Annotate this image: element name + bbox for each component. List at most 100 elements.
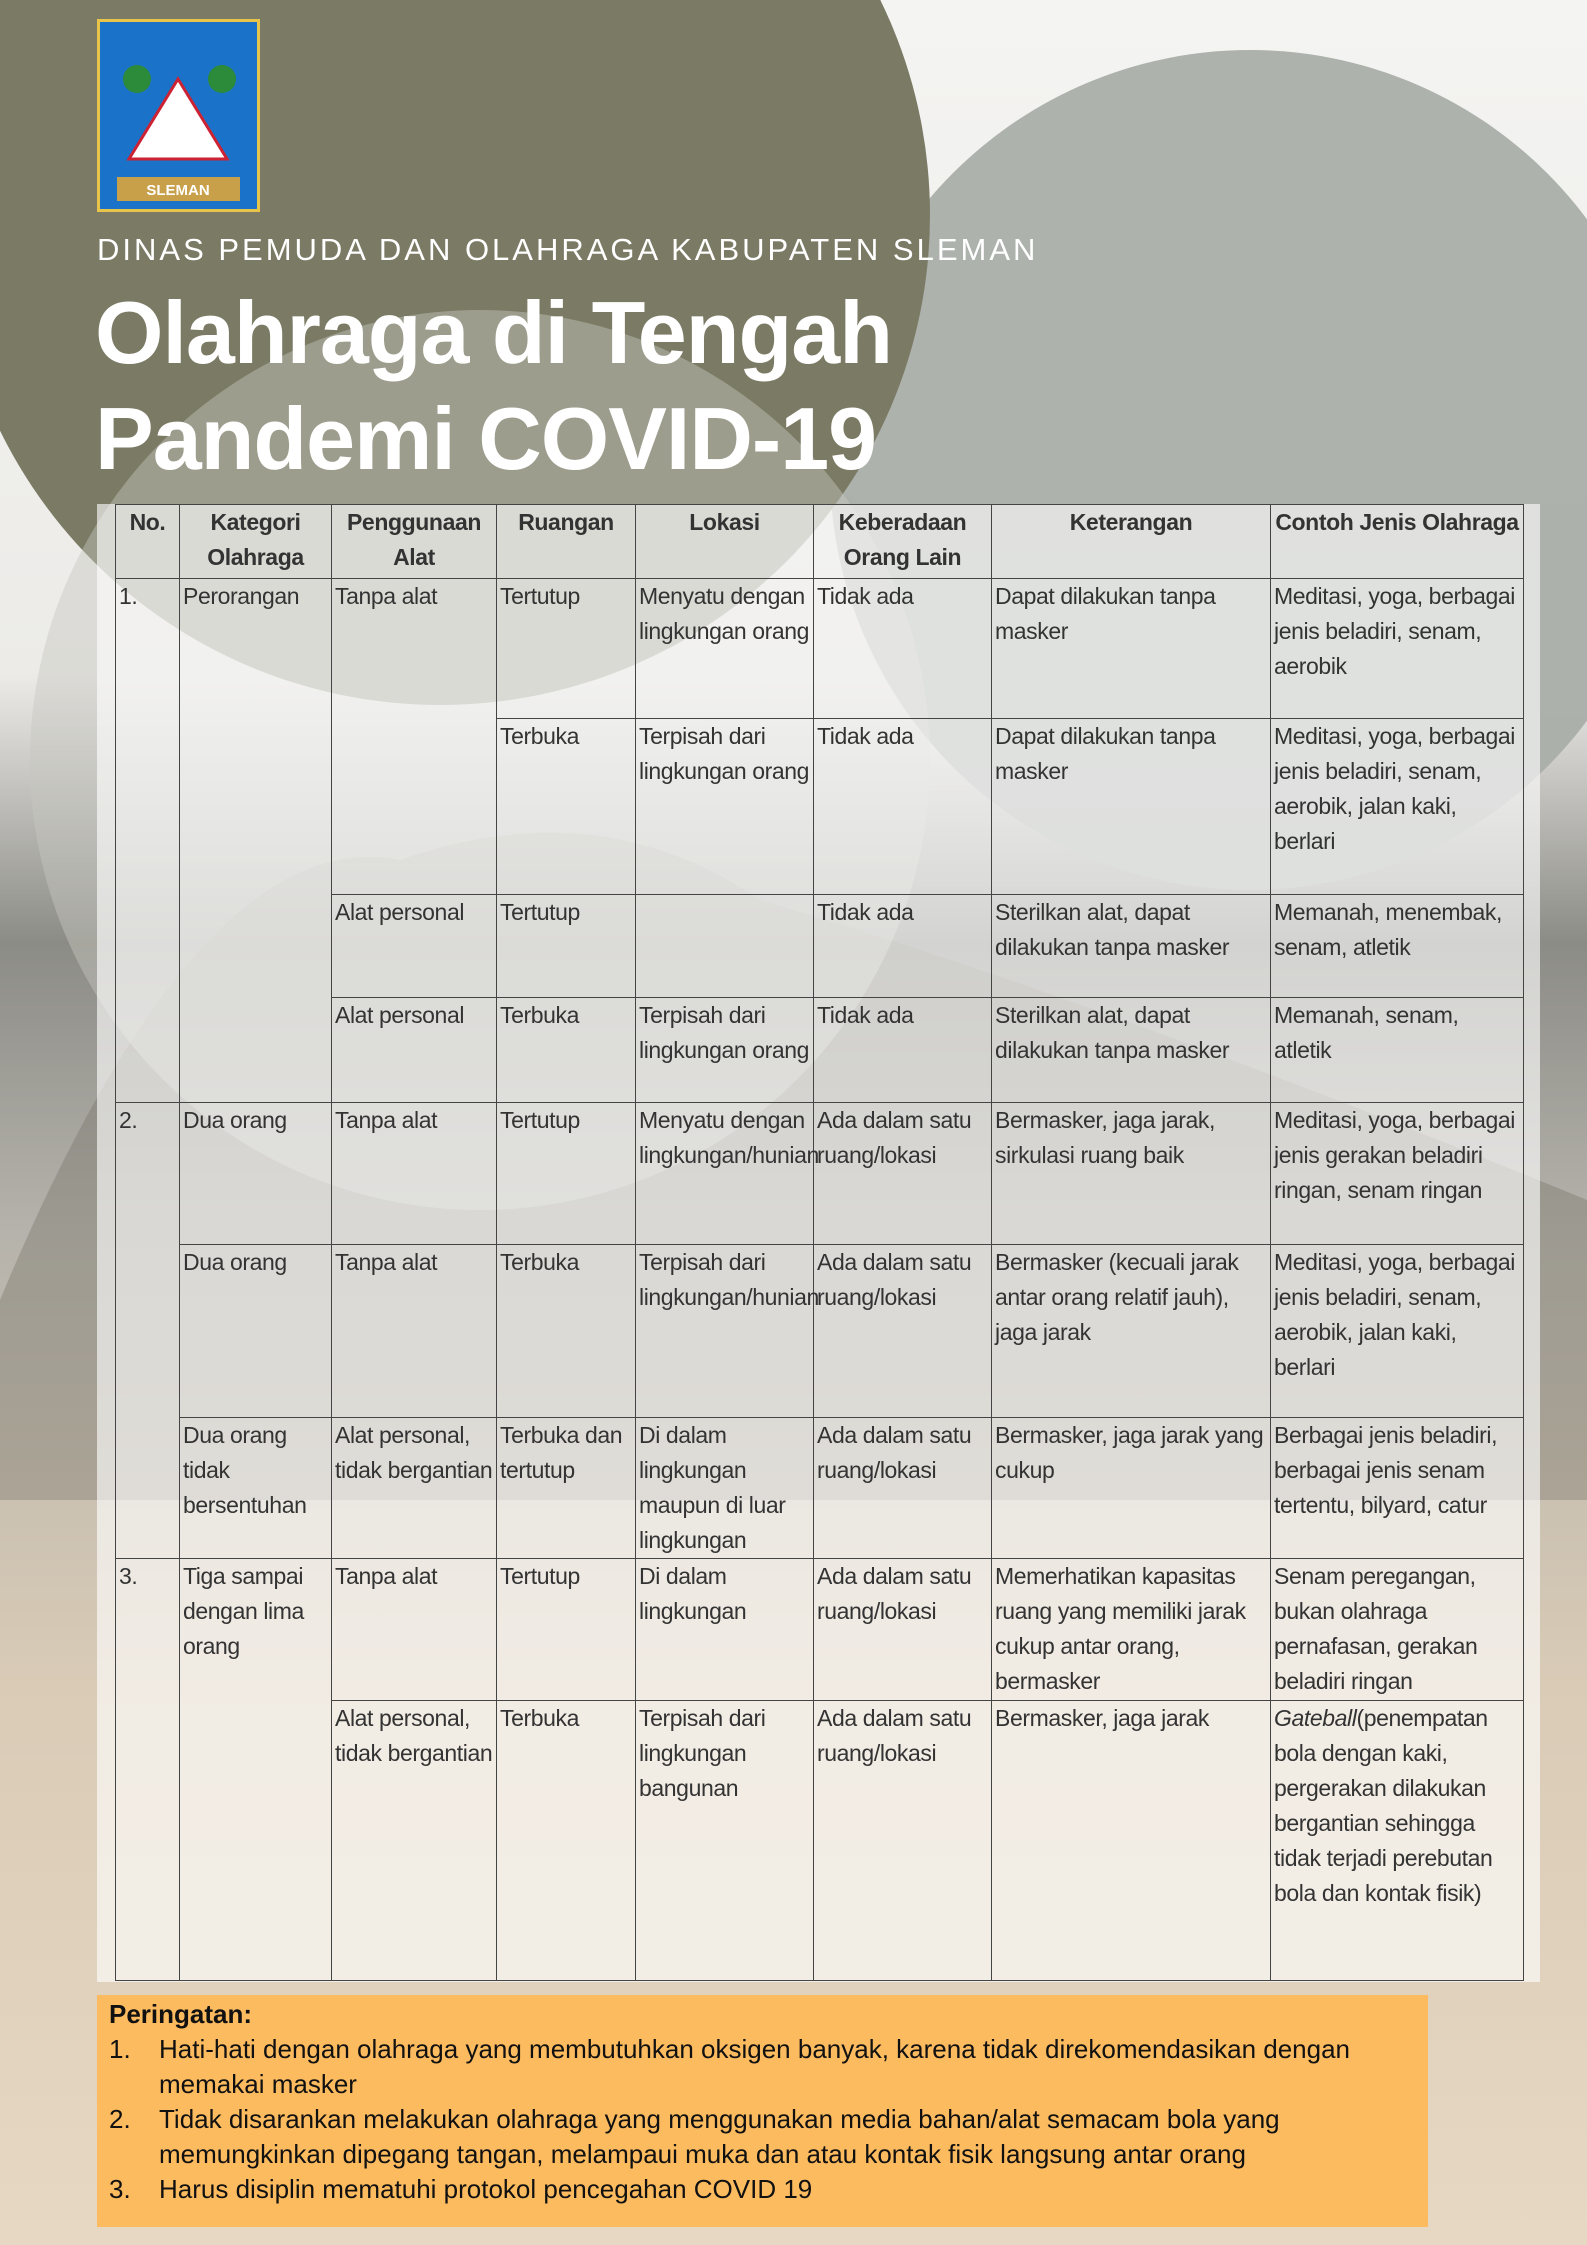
header-cell: Ruangan <box>496 504 636 579</box>
table-cell: Memerhatikan kapasitas ruang yang memili… <box>991 1558 1271 1701</box>
table-cell: Tertutup <box>496 1558 636 1701</box>
cell-emphasis: Gateball <box>1274 1705 1357 1731</box>
table-cell: Sterilkan alat, dapat dilakukan tanpa ma… <box>991 997 1271 1103</box>
table-cell: Dua orang tidak bersentuhan <box>179 1417 332 1559</box>
table-cell: Tidak ada <box>813 894 992 998</box>
logo-text: SLEMAN <box>146 182 209 199</box>
table-cell: Dua orang <box>179 1102 332 1245</box>
warning-text: Hati-hati dengan olahraga yang membutuhk… <box>159 2034 1351 2099</box>
table-cell: Tanpa alat <box>331 578 497 895</box>
table-cell: Meditasi, yoga, berbagai jenis beladiri,… <box>1270 578 1524 719</box>
table-cell: Menyatu dengan lingkungan orang <box>635 578 814 719</box>
logo-leaf <box>123 65 151 93</box>
warning-text: Tidak disarankan melakukan olahraga yang… <box>159 2104 1280 2169</box>
table-cell: Memanah, menembak, senam, atletik <box>1270 894 1524 998</box>
table-cell: Bermasker, jaga jarak, sirkulasi ruang b… <box>991 1102 1271 1245</box>
warning-number: 1. <box>109 2034 131 2064</box>
table-cell: Alat personal <box>331 894 497 998</box>
warning-item: 2. Tidak disarankan melakukan olahraga ya… <box>109 2102 1416 2172</box>
table-cell: Perorangan <box>179 578 332 1103</box>
table-cell: Dua orang <box>179 1244 332 1418</box>
table-cell: Ada dalam satu ruang/lokasi <box>813 1700 992 1981</box>
logo-ribbon <box>117 177 240 201</box>
table-cell: Tidak ada <box>813 578 992 719</box>
header-cell: Penggunaan Alat <box>331 504 497 579</box>
table-cell: Dapat dilakukan tanpa masker <box>991 718 1271 895</box>
table-body: 1. Perorangan Tanpa alat Tertutup Menyatu de… <box>115 578 1524 1981</box>
table-cell: Tanpa alat <box>331 1102 497 1245</box>
table-row: Alat personal Tertutup Tidak ada Sterilkan … <box>116 894 1524 998</box>
warning-number: 3. <box>109 2174 131 2204</box>
table-cell: Alat personal, tidak bergantian <box>331 1417 497 1559</box>
table-cell: Meditasi, yoga, berbagai jenis gerakan b… <box>1270 1102 1524 1245</box>
table-cell: Tertutup <box>496 578 636 719</box>
table-row: 2. Dua orang Tanpa alat Tertutup Menyatu den… <box>115 1102 1524 1559</box>
table-cell: Ada dalam satu ruang/lokasi <box>813 1244 992 1418</box>
header-row: No. Kategori Olahraga Penggunaan Alat Ruang… <box>115 504 1524 579</box>
header-cell: Contoh Jenis Olahraga <box>1270 504 1524 579</box>
warning-number: 2. <box>109 2104 131 2134</box>
table-cell: Terbuka dan tertutup <box>496 1417 636 1559</box>
table-cell: Tidak ada <box>813 718 992 895</box>
table-cell: Tanpa alat <box>331 1558 497 1701</box>
table-cell: Ada dalam satu ruang/lokasi <box>813 1102 992 1245</box>
table-cell: Terpisah dari lingkungan/hunian <box>635 1244 819 1418</box>
table-cell: Meditasi, yoga, berbagai jenis beladiri,… <box>1270 718 1524 895</box>
table-cell: Tertutup <box>496 1102 636 1245</box>
table-cell: Terbuka <box>496 1244 636 1418</box>
logo: SLEMAN <box>97 19 260 212</box>
table-cell: Menyatu dengan lingkungan/hunian <box>635 1102 819 1245</box>
table-cell: Terbuka <box>496 718 636 895</box>
table-cell: Gateball(penempatan bola dengan kaki, pe… <box>1270 1700 1524 1981</box>
warning-item: 3. Harus disiplin mematuhi protokol pence… <box>109 2172 1416 2207</box>
warning-item: 1. Hati-hati dengan olahraga yang membutu… <box>109 2032 1416 2102</box>
table-row: Terbuka Terpisah dari lingkungan orang Tid… <box>116 718 1524 895</box>
header-cell: Lokasi <box>635 504 814 579</box>
table-cell: Tanpa alat <box>331 1244 497 1418</box>
warning-title: Peringatan: <box>109 1999 253 2029</box>
title-line: Olahraga di Tengah <box>95 283 893 382</box>
warning-list: 1. Hati-hati dengan olahraga yang membutu… <box>109 2032 1416 2207</box>
title: Olahraga di Tengah Pandemi COVID-19 <box>95 280 893 492</box>
table-cell: Terpisah dari lingkungan orang <box>635 718 814 895</box>
table-cell: Ada dalam satu ruang/lokasi <box>813 1417 992 1559</box>
table-cell: Terpisah dari lingkungan orang <box>635 997 814 1103</box>
table-cell: 2. <box>115 1102 180 1559</box>
table-cell: Senam peregangan, bukan olahraga pernafa… <box>1270 1558 1524 1701</box>
logo-mountain <box>126 76 230 161</box>
table-cell: Terbuka <box>496 997 636 1103</box>
header-cell: Kategori Olahraga <box>179 504 332 579</box>
table-cell: 3. <box>115 1558 180 1981</box>
table-row: Alat personal Terbuka Terpisah dari lingku… <box>116 997 1524 1103</box>
table-cell: Bermasker, jaga jarak <box>991 1700 1271 1981</box>
header-cell: Keberadaan Orang Lain <box>813 504 992 579</box>
warning-box: Peringatan: 1. Hati-hati dengan olahraga … <box>97 1995 1428 2227</box>
table-row: Alat personal, tidak bergantian Terbuka Te… <box>116 1700 1524 1981</box>
title-line: Pandemi COVID-19 <box>95 389 877 488</box>
table-cell: Meditasi, yoga, berbagai jenis beladiri,… <box>1270 1244 1524 1418</box>
table-row: Dua orang Tanpa alat Terbuka Terpisah dari … <box>116 1244 1524 1418</box>
table-row: Dua orang tidak bersentuhan Alat personal… <box>116 1417 1524 1559</box>
header-cell: No. <box>115 504 180 579</box>
table-cell: Tiga sampai dengan lima orang <box>179 1558 332 1981</box>
warning-text: Harus disiplin mematuhi protokol pencega… <box>159 2174 813 2204</box>
table-cell: 1. <box>115 578 180 1103</box>
table: No. Kategori Olahraga Penggunaan Alat Ruang… <box>115 504 1524 1981</box>
table-cell: Terbuka <box>496 1700 636 1981</box>
table-cell: Dapat dilakukan tanpa masker <box>991 578 1271 719</box>
subtitle: DINAS PEMUDA DAN OLAHRAGA KABUPATEN SLEM… <box>97 232 1039 267</box>
table-cell: Tidak ada <box>813 997 992 1103</box>
table-cell: Memanah, senam, atletik <box>1270 997 1524 1103</box>
table-row: 3. Tiga sampai dengan lima orang Tanpa ala… <box>115 1558 1524 1981</box>
header-cell: Keterangan <box>991 504 1271 579</box>
table-cell: Alat personal, tidak bergantian <box>331 1700 497 1981</box>
table-cell: Terpisah dari lingkungan bangunan <box>635 1700 814 1981</box>
table-cell: Tertutup <box>496 894 636 998</box>
logo-leaf <box>208 65 236 93</box>
table-cell: Sterilkan alat, dapat dilakukan tanpa ma… <box>991 894 1271 998</box>
table-cell: Di dalam lingkungan <box>635 1558 814 1701</box>
table-row: 1. Perorangan Tanpa alat Tertutup Menyatu de… <box>115 578 1524 1103</box>
table-cell: Ada dalam satu ruang/lokasi <box>813 1558 992 1701</box>
